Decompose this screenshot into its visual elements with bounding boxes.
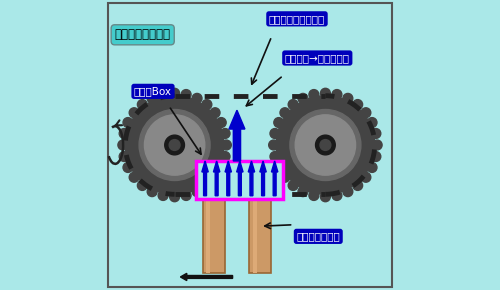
Circle shape <box>280 172 290 182</box>
Circle shape <box>371 128 381 138</box>
Text: 穴開スチールベルト: 穴開スチールベルト <box>269 14 325 24</box>
Text: エアーBox: エアーBox <box>134 86 172 96</box>
Circle shape <box>372 140 382 150</box>
Circle shape <box>139 110 210 180</box>
Circle shape <box>147 93 157 103</box>
Bar <box>203 199 224 273</box>
Circle shape <box>158 191 168 200</box>
Circle shape <box>288 181 298 191</box>
Circle shape <box>202 181 212 191</box>
Circle shape <box>181 191 191 200</box>
Bar <box>196 161 284 199</box>
FancyArrow shape <box>236 161 243 196</box>
Circle shape <box>138 181 147 191</box>
FancyArrow shape <box>214 161 220 196</box>
Circle shape <box>192 93 202 103</box>
Circle shape <box>170 88 179 98</box>
Circle shape <box>343 187 353 197</box>
Circle shape <box>309 191 319 200</box>
Circle shape <box>352 99 362 109</box>
FancyArrow shape <box>248 161 254 196</box>
Circle shape <box>164 135 184 155</box>
Text: 容器吹り下げ搭送: 容器吹り下げ搭送 <box>114 28 170 41</box>
Circle shape <box>119 128 129 138</box>
Circle shape <box>367 162 377 172</box>
Circle shape <box>169 139 180 151</box>
Circle shape <box>288 99 298 109</box>
Circle shape <box>361 108 371 118</box>
FancyArrow shape <box>180 273 233 281</box>
Circle shape <box>138 99 147 109</box>
Circle shape <box>268 140 278 150</box>
FancyArrow shape <box>202 161 208 196</box>
FancyArrow shape <box>225 161 232 196</box>
FancyArrow shape <box>229 110 245 161</box>
Circle shape <box>332 191 342 200</box>
Circle shape <box>290 110 361 180</box>
Circle shape <box>280 108 290 118</box>
Circle shape <box>343 93 353 103</box>
Circle shape <box>367 118 377 128</box>
Circle shape <box>320 192 330 202</box>
Circle shape <box>298 93 308 103</box>
Circle shape <box>270 128 280 138</box>
Circle shape <box>320 139 331 151</box>
Circle shape <box>202 99 212 109</box>
Circle shape <box>316 135 336 155</box>
Text: ワーク（容器）: ワーク（容器） <box>296 231 340 241</box>
FancyArrow shape <box>260 161 266 196</box>
Circle shape <box>192 187 202 197</box>
Circle shape <box>220 152 230 162</box>
Circle shape <box>361 172 371 182</box>
Bar <box>252 199 257 273</box>
Circle shape <box>295 115 356 175</box>
Text: 吸引エア→ブロワーへ: 吸引エア→ブロワーへ <box>285 53 350 63</box>
Circle shape <box>123 118 133 128</box>
Circle shape <box>144 115 205 175</box>
Bar <box>206 199 210 273</box>
FancyArrow shape <box>272 161 278 196</box>
Circle shape <box>222 140 232 150</box>
Circle shape <box>220 128 230 138</box>
Circle shape <box>119 152 129 162</box>
Circle shape <box>274 118 283 128</box>
Circle shape <box>129 108 139 118</box>
Circle shape <box>298 187 308 197</box>
Circle shape <box>320 88 330 98</box>
Circle shape <box>158 90 168 99</box>
Circle shape <box>270 152 280 162</box>
Circle shape <box>309 90 319 99</box>
Circle shape <box>126 96 224 194</box>
Circle shape <box>274 162 283 172</box>
Circle shape <box>210 108 220 118</box>
Circle shape <box>371 152 381 162</box>
Circle shape <box>210 172 220 182</box>
Circle shape <box>352 181 362 191</box>
Circle shape <box>129 172 139 182</box>
Bar <box>196 161 284 199</box>
Circle shape <box>332 90 342 99</box>
Circle shape <box>170 192 179 202</box>
Circle shape <box>147 187 157 197</box>
Circle shape <box>118 140 128 150</box>
Bar <box>250 199 271 273</box>
Circle shape <box>276 96 374 194</box>
Circle shape <box>216 162 226 172</box>
Circle shape <box>123 162 133 172</box>
Circle shape <box>216 118 226 128</box>
Circle shape <box>181 90 191 99</box>
